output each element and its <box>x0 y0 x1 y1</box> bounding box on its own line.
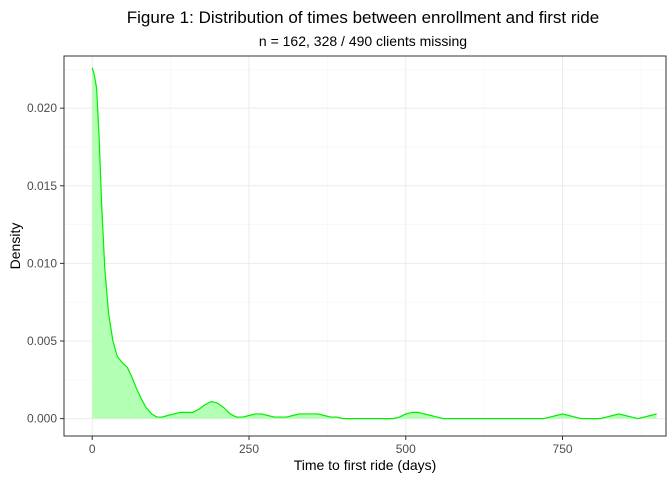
y-axis: 0.000 0.005 0.010 0.015 0.020 <box>27 101 64 426</box>
x-tick-label: 500 <box>396 442 416 456</box>
minor-gridlines <box>64 56 666 436</box>
x-tick-label: 0 <box>89 442 96 456</box>
chart-title: Figure 1: Distribution of times between … <box>127 8 599 27</box>
y-axis-label: Density <box>7 223 23 270</box>
density-layer <box>91 67 657 420</box>
y-tick-label: 0.000 <box>27 412 57 426</box>
y-tick-label: 0.020 <box>27 101 57 115</box>
plot-panel <box>64 56 666 436</box>
y-tick-label: 0.010 <box>27 256 57 270</box>
x-axis-label: Time to first ride (days) <box>294 457 437 473</box>
x-tick-label: 250 <box>239 442 259 456</box>
chart-subtitle: n = 162, 328 / 490 clients missing <box>259 33 467 49</box>
density-line <box>91 67 657 420</box>
y-tick-label: 0.015 <box>27 179 57 193</box>
panel-border <box>63 55 667 437</box>
x-tick-label: 750 <box>553 442 573 456</box>
y-tick-label: 0.005 <box>27 334 57 348</box>
x-axis: 0 250 500 750 <box>89 436 573 456</box>
